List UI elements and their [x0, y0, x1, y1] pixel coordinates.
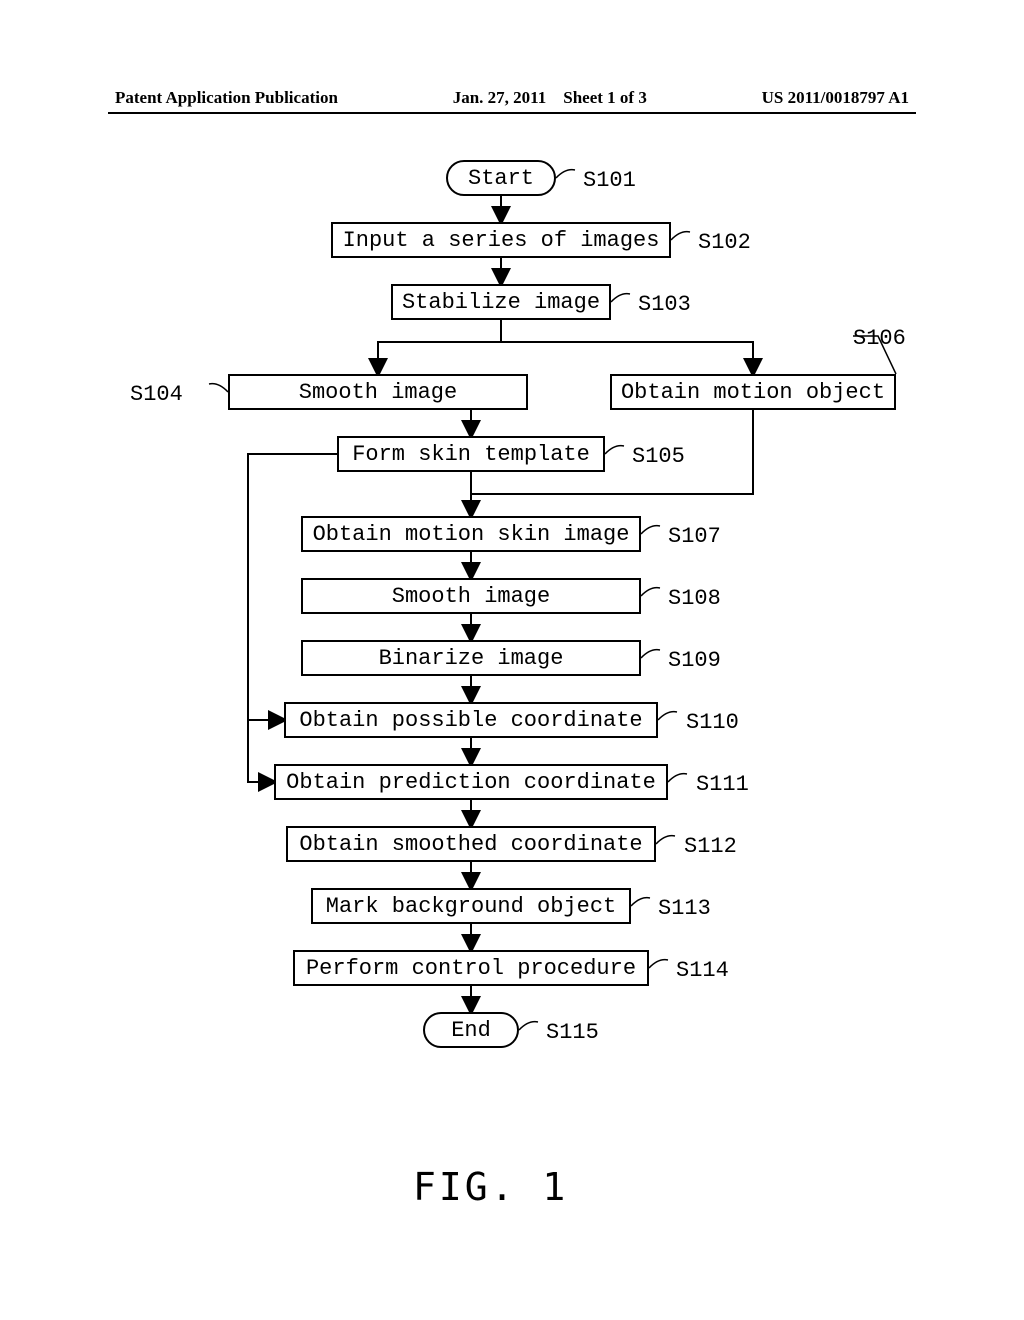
annotation-connector-10 [668, 774, 687, 782]
annotation-connector-0 [556, 170, 575, 178]
step-label-s114: S114 [676, 958, 729, 983]
annotation-connector-14 [519, 1022, 538, 1030]
step-label-s106: S106 [853, 326, 906, 351]
flowchart-node-s103: Stabilize image [391, 284, 611, 320]
annotation-connector-4 [605, 446, 624, 454]
flowchart-diagram: Start S101 Input a series of images S102 Sta… [108, 160, 916, 1220]
step-label-s109: S109 [668, 648, 721, 673]
annotation-connector-11 [656, 836, 675, 844]
step-label-s107: S107 [668, 524, 721, 549]
flowchart-node-s105: Form skin template [337, 436, 605, 472]
edge-S103-S104 [378, 320, 501, 374]
sheet-number: Sheet 1 of 3 [563, 88, 647, 107]
annotation-connector-3 [209, 384, 228, 392]
step-label-s101: S101 [583, 168, 636, 193]
publication-number: US 2011/0018797 A1 [762, 88, 909, 108]
step-label-s111: S111 [696, 772, 749, 797]
annotation-connector-6 [641, 526, 660, 534]
header-rule [108, 112, 916, 114]
annotation-connector-8 [641, 650, 660, 658]
annotation-connector-2 [611, 294, 630, 302]
flowchart-node-s110: Obtain possible coordinate [284, 702, 658, 738]
flowchart-node-s112: Obtain smoothed coordinate [286, 826, 656, 862]
flowchart-node-s109: Binarize image [301, 640, 641, 676]
step-label-s102: S102 [698, 230, 751, 255]
flowchart-node-s113: Mark background object [311, 888, 631, 924]
annotation-connector-9 [658, 712, 677, 720]
date-sheet-label: Jan. 27, 2011 Sheet 1 of 3 [453, 88, 647, 108]
edge-S103-S106 [501, 320, 753, 374]
page-header: Patent Application Publication Jan. 27, … [0, 88, 1024, 108]
flowchart-node-s115: End [423, 1012, 519, 1048]
annotation-connector-7 [641, 588, 660, 596]
flowchart-node-s111: Obtain prediction coordinate [274, 764, 668, 800]
annotation-connector-12 [631, 898, 650, 906]
step-label-s108: S108 [668, 586, 721, 611]
figure-label: FIG. 1 [413, 1165, 568, 1209]
step-label-s113: S113 [658, 896, 711, 921]
step-label-s103: S103 [638, 292, 691, 317]
flowchart-node-s107: Obtain motion skin image [301, 516, 641, 552]
flowchart-node-s114: Perform control procedure [293, 950, 649, 986]
flowchart-node-s108: Smooth image [301, 578, 641, 614]
step-label-s115: S115 [546, 1020, 599, 1045]
flowchart-node-s101: Start [446, 160, 556, 196]
annotation-connector-13 [649, 960, 668, 968]
flowchart-node-s106: Obtain motion object [610, 374, 896, 410]
publication-label: Patent Application Publication [115, 88, 338, 108]
flowchart-node-s104: Smooth image [228, 374, 528, 410]
step-label-s110: S110 [686, 710, 739, 735]
step-label-s112: S112 [684, 834, 737, 859]
flowchart-node-s102: Input a series of images [331, 222, 671, 258]
publication-date: Jan. 27, 2011 [453, 88, 547, 107]
step-label-s104: S104 [130, 382, 183, 407]
step-label-s105: S105 [632, 444, 685, 469]
annotation-connector-1 [671, 232, 690, 240]
